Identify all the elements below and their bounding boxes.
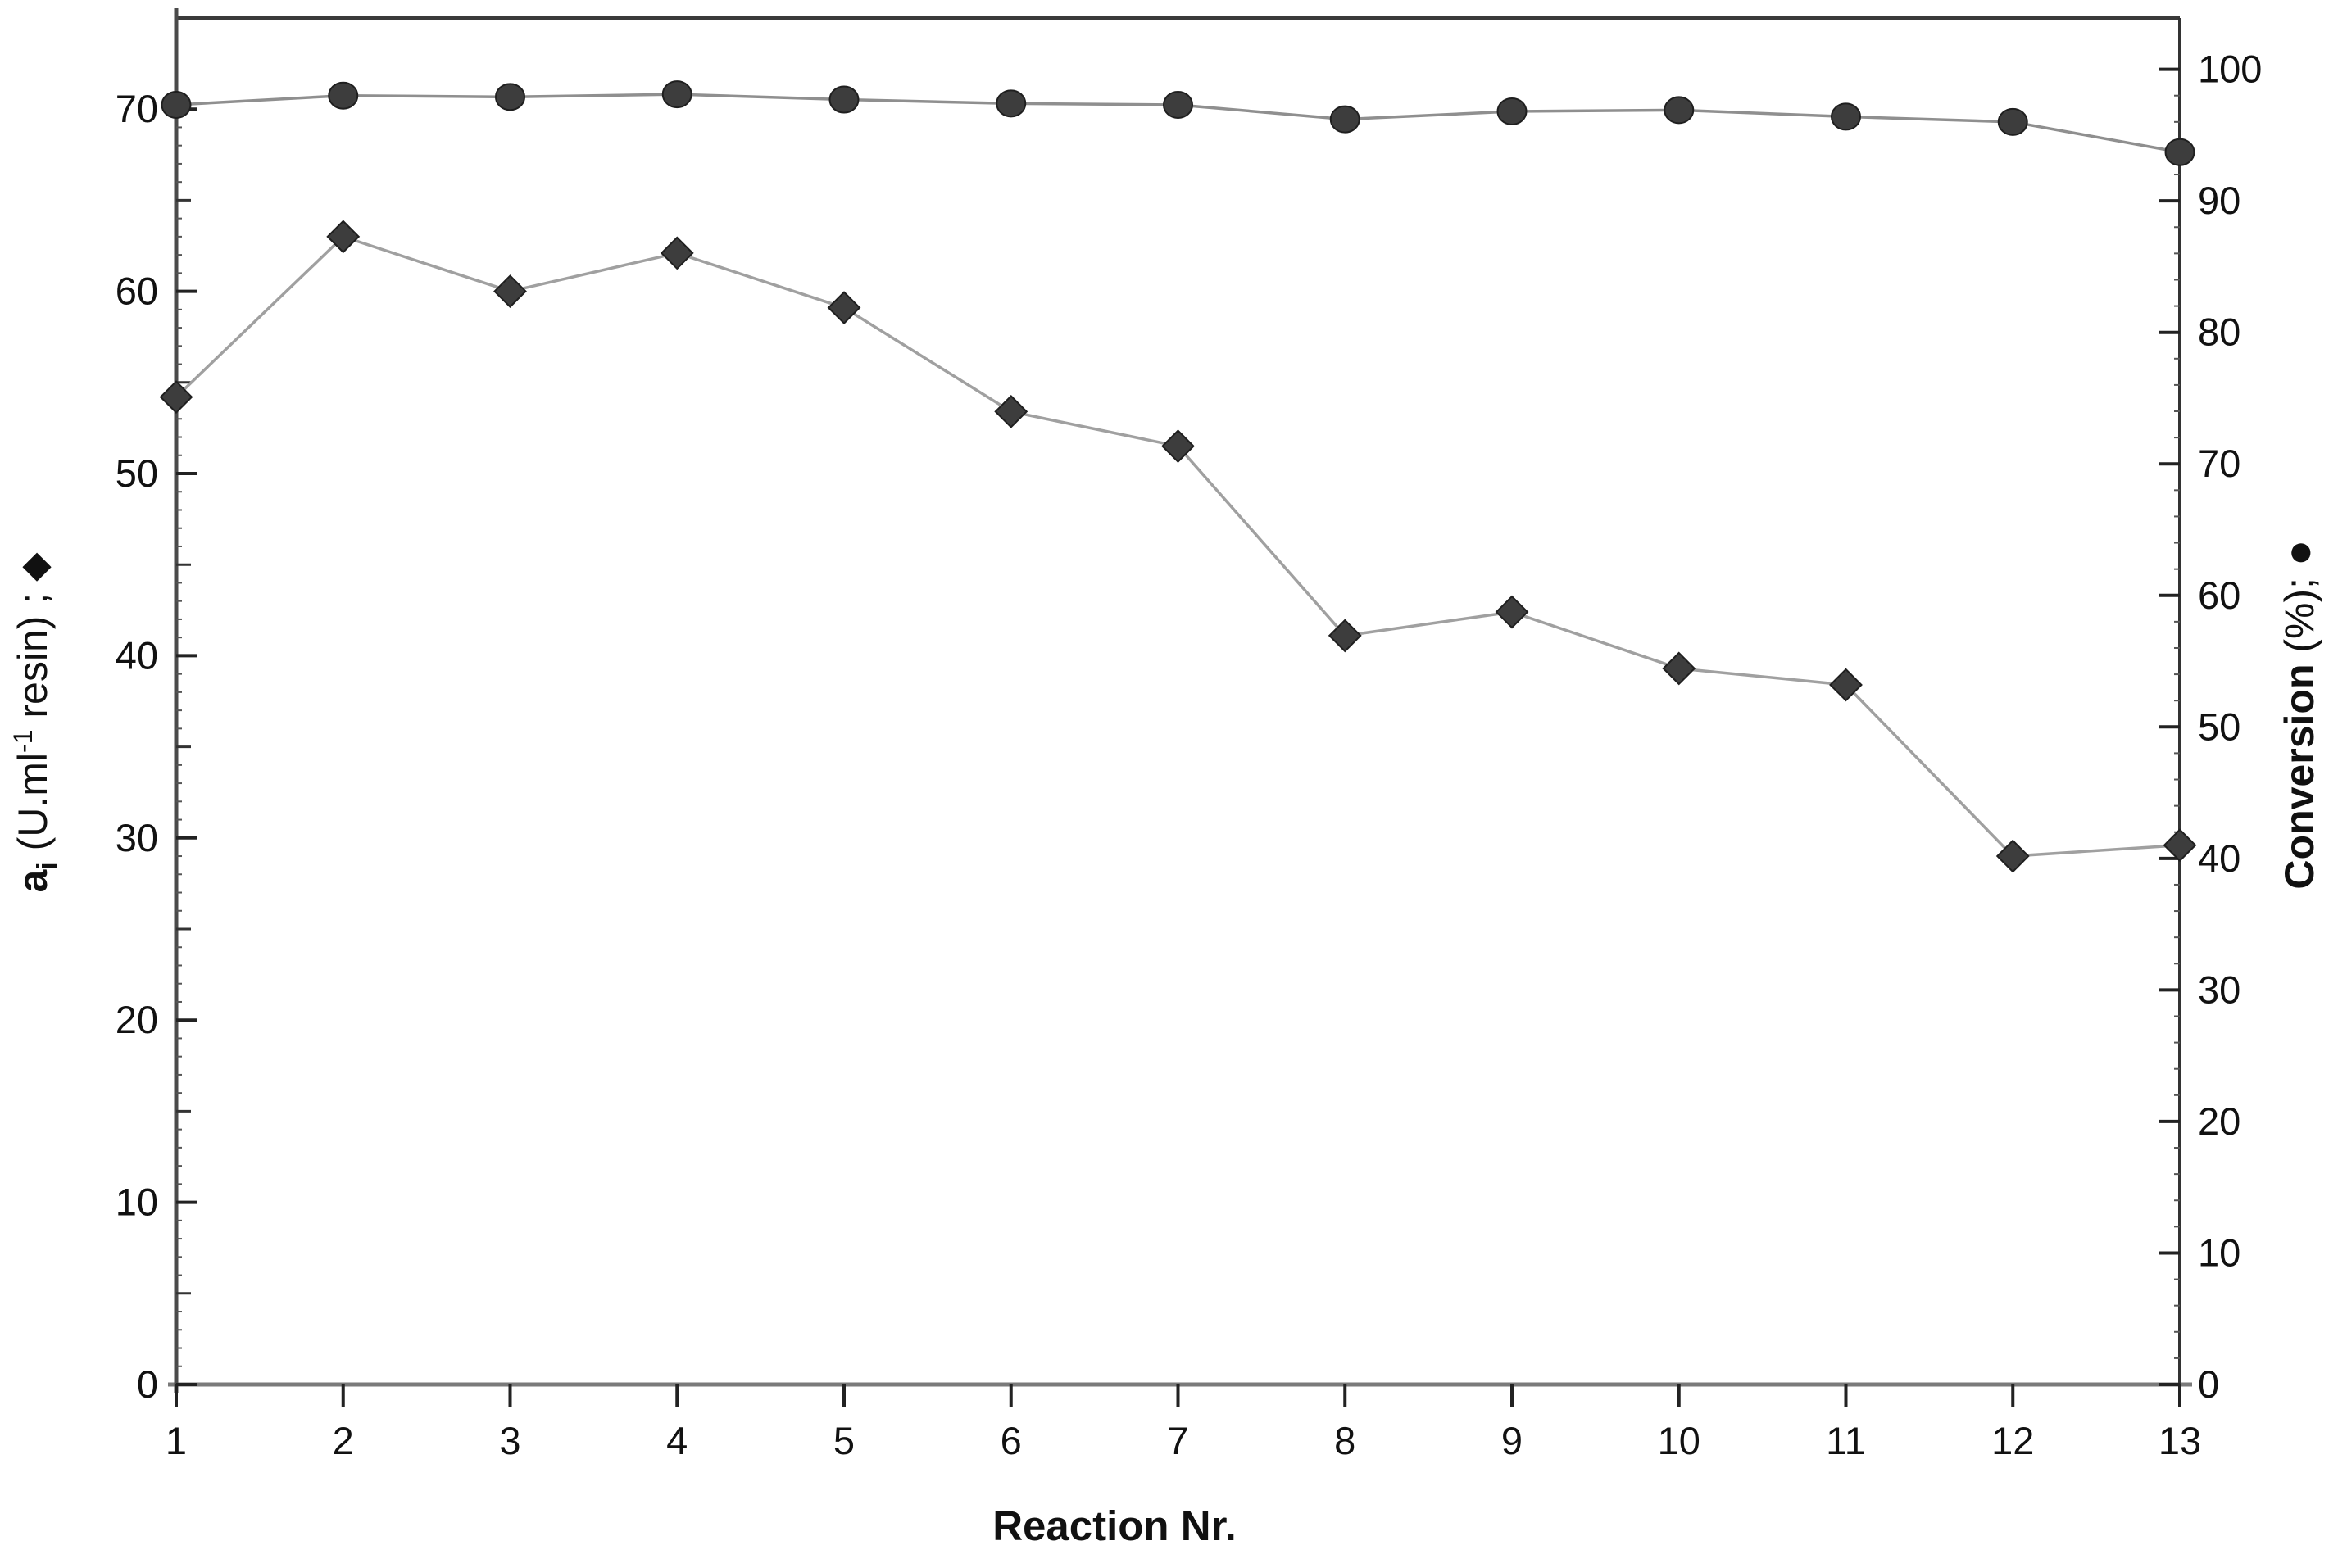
- right-axis-tick-label: 60: [2198, 573, 2240, 617]
- data-point-circle: [1496, 97, 1528, 125]
- circle-icon: ●: [2274, 539, 2323, 566]
- left-axis-tick-label: 30: [116, 816, 158, 859]
- left-axis-tick-label: 20: [116, 998, 158, 1041]
- left-axis-tick-label: 10: [116, 1181, 158, 1224]
- x-axis-tick-label: 11: [1826, 1419, 1866, 1462]
- x-axis-tick-label: 6: [1001, 1419, 1022, 1462]
- data-point-circle: [328, 81, 359, 110]
- x-axis-tick-label: 7: [1167, 1419, 1188, 1462]
- data-point-circle: [495, 83, 525, 111]
- x-axis-tick-label: 12: [1991, 1419, 2034, 1462]
- data-point-circle: [161, 90, 192, 119]
- x-axis-tick-label: 9: [1501, 1419, 1523, 1462]
- x-axis-tick-label: 10: [1658, 1419, 1700, 1462]
- x-axis-tick-label: 3: [499, 1419, 520, 1462]
- right-axis-tick-label: 30: [2198, 968, 2240, 1011]
- data-point-circle: [1664, 96, 1695, 125]
- left-axis-tick-label: 70: [116, 87, 158, 130]
- data-point-diamond: [493, 274, 527, 309]
- x-axis-title: Reaction Nr.: [992, 1502, 1237, 1549]
- left-axis-title: ai (U.ml-1 resin) ; ◆: [8, 552, 63, 893]
- data-point-circle: [996, 89, 1027, 118]
- right-axis-tick-label: 40: [2198, 836, 2240, 880]
- right-axis-tick-label: 0: [2198, 1362, 2219, 1406]
- diamond-icon: ◆: [12, 552, 55, 582]
- data-point-diamond: [827, 291, 861, 325]
- right-axis-tick-label: 80: [2198, 310, 2240, 354]
- data-point-diamond: [1662, 651, 1696, 686]
- right-axis-tick-label: 70: [2198, 442, 2240, 485]
- series-line-diamond: [175, 234, 2181, 858]
- data-point-circle: [1163, 90, 1193, 119]
- right-axis-tick-label: 90: [2198, 179, 2240, 222]
- left-axis-tick-label: 50: [116, 451, 158, 495]
- data-point-circle: [1329, 105, 1360, 134]
- data-point-diamond: [326, 220, 361, 254]
- data-point-diamond: [2163, 828, 2197, 863]
- data-point-circle: [1831, 102, 1861, 131]
- right-axis-tick-label: 100: [2198, 48, 2262, 91]
- left-axis-tick-label: 0: [137, 1362, 158, 1406]
- right-axis-tick-label: 10: [2198, 1230, 2240, 1274]
- data-point-diamond: [994, 394, 1028, 428]
- x-axis-tick-label: 8: [1334, 1419, 1355, 1462]
- data-point-circle: [2164, 138, 2195, 166]
- left-axis-tick-label: 40: [116, 633, 158, 677]
- x-axis-tick-label: 2: [333, 1419, 354, 1462]
- data-point-diamond: [1995, 839, 2030, 873]
- left-axis-tick-label: 60: [116, 270, 158, 313]
- x-axis-tick-label: 4: [666, 1419, 688, 1462]
- data-point-diamond: [159, 380, 193, 415]
- data-point-diamond: [1829, 668, 1863, 702]
- data-point-circle: [1997, 107, 2028, 136]
- data-point-diamond: [1328, 619, 1362, 653]
- right-axis-tick-label: 20: [2198, 1099, 2240, 1143]
- data-point-diamond: [1161, 429, 1195, 464]
- x-axis-tick-label: 13: [2159, 1419, 2201, 1462]
- data-point-circle: [828, 85, 860, 114]
- x-axis-tick-label: 1: [166, 1419, 187, 1462]
- data-point-circle: [661, 80, 692, 109]
- data-point-diamond: [1495, 595, 1529, 629]
- x-axis-tick-label: 5: [833, 1419, 855, 1462]
- right-axis-title: Conversion (%); ●: [2274, 539, 2323, 889]
- right-axis-tick-label: 50: [2198, 705, 2240, 748]
- data-point-diamond: [660, 236, 694, 270]
